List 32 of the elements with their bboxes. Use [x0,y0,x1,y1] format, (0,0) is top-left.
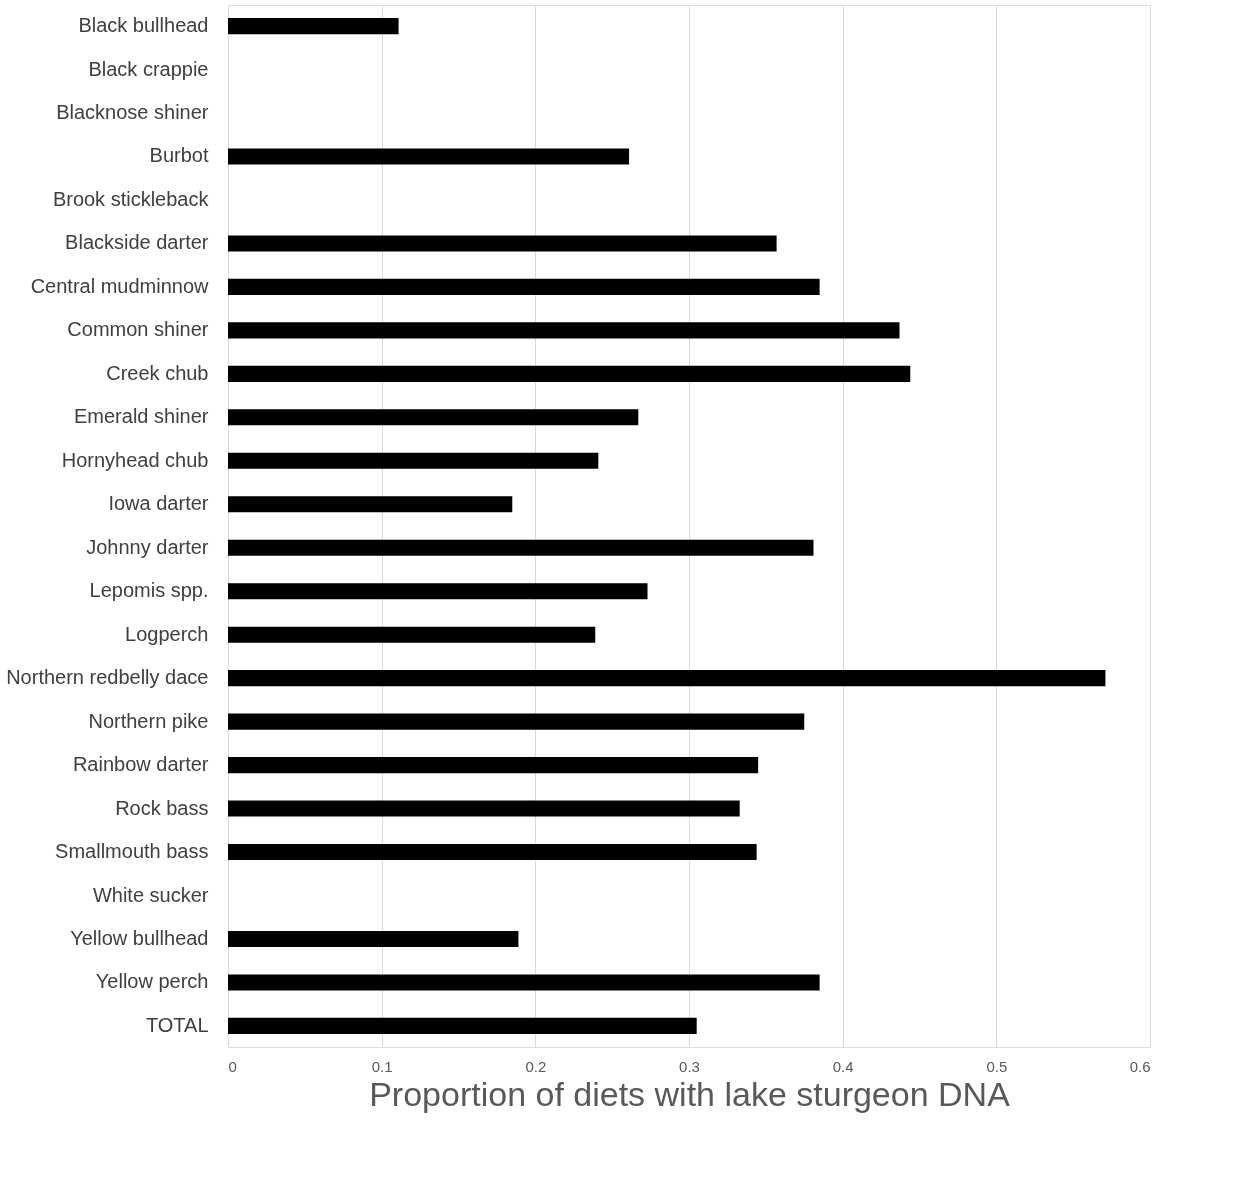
y-tick-label: Central mudminnow [30,274,210,297]
x-tick-label: 0.5 [986,1057,1008,1075]
y-tick-label: TOTAL [145,1013,209,1036]
x-tick-label: 0.4 [832,1057,854,1075]
x-tick-label: 0.6 [1129,1057,1151,1075]
y-tick-label: Iowa darter [108,492,209,515]
y-tick-label: Black bullhead [78,14,209,37]
y-tick-label: Yellow bullhead [70,926,209,949]
y-tick-label: Blacknose shiner [56,101,209,124]
y-tick-label: Hornyhead chub [61,448,209,471]
y-tick-label: White sucker [92,883,209,906]
y-tick-label: Black crappie [88,57,209,80]
x-tick-label: 0 [228,1057,237,1075]
y-tick-label: Smallmouth bass [55,840,209,863]
x-tick-label: 0.1 [371,1057,393,1075]
y-tick-label: Brook stickleback [52,187,210,210]
y-tick-label: Rock bass [115,796,209,819]
y-tick-label: Northern pike [88,709,209,732]
x-tick-label: 0.2 [525,1057,547,1075]
y-tick-label: Yellow perch [95,970,209,993]
x-tick-label: 0.3 [679,1057,700,1075]
y-tick-label: Common shiner [67,318,209,341]
y-tick-label: Creek chub [106,361,209,384]
y-tick-label: Rainbow darter [72,753,209,776]
y-tick-label: Lepomis spp. [89,579,209,602]
y-tick-label: Johnny darter [86,535,209,558]
x-axis-title: Proportion of diets with lake sturgeon DNA [369,1074,1011,1113]
y-tick-label: Blackside darter [65,231,209,254]
y-tick-label: Northern redbelly dace [6,666,209,689]
y-tick-label: Logperch [125,622,209,645]
y-tick-label: Burbot [149,144,209,167]
y-tick-label: Emerald shiner [73,405,209,428]
